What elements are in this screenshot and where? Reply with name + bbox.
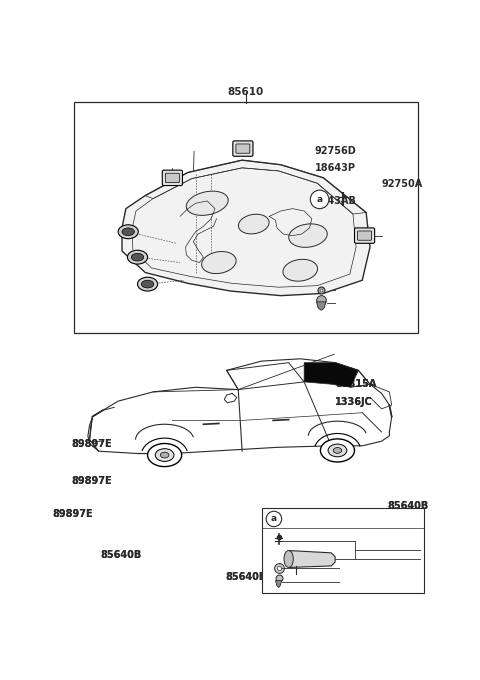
FancyBboxPatch shape [358,231,372,240]
Polygon shape [283,259,318,282]
Text: 92750A: 92750A [382,180,423,189]
Polygon shape [289,224,327,248]
Polygon shape [316,302,326,310]
Text: 1336JC: 1336JC [335,397,373,407]
Text: a: a [317,195,323,204]
FancyBboxPatch shape [236,144,250,153]
FancyBboxPatch shape [355,228,375,243]
Polygon shape [288,551,335,568]
Text: 89897E: 89897E [72,439,112,449]
Text: 89897E: 89897E [72,475,112,486]
Ellipse shape [127,250,147,264]
Text: 18643P: 18643P [315,163,356,173]
FancyBboxPatch shape [233,141,253,156]
Text: 85640B: 85640B [101,550,142,560]
Ellipse shape [147,443,181,466]
Circle shape [311,190,329,209]
Bar [74,103,418,333]
Text: 85640B: 85640B [226,572,266,581]
Ellipse shape [118,225,138,239]
Ellipse shape [321,439,355,462]
Text: 85640B: 85640B [226,572,266,581]
Text: 89897E: 89897E [72,439,112,449]
Text: 85640B: 85640B [387,500,429,511]
Bar [262,508,424,593]
Text: 85640B: 85640B [387,500,429,511]
Text: 85640B: 85640B [101,550,142,560]
Ellipse shape [122,228,134,235]
Ellipse shape [155,449,174,462]
Text: 82315A: 82315A [335,379,377,389]
Circle shape [266,511,282,527]
Ellipse shape [132,254,144,261]
Polygon shape [186,191,228,216]
Ellipse shape [328,444,347,457]
Text: 82345B: 82345B [335,515,376,526]
Ellipse shape [284,551,293,568]
Ellipse shape [160,452,169,458]
Text: 89897E: 89897E [72,475,112,486]
Text: 92756D: 92756D [315,146,357,156]
Text: 1243AB: 1243AB [315,196,357,206]
Ellipse shape [142,280,154,288]
Polygon shape [239,214,269,234]
Ellipse shape [137,277,157,291]
Text: 89897E: 89897E [53,509,94,519]
Text: 82345B: 82345B [335,515,376,526]
Text: a: a [271,515,277,524]
Text: 82315A: 82315A [335,379,377,389]
Polygon shape [276,581,282,588]
FancyBboxPatch shape [166,173,180,182]
Text: 85610: 85610 [228,87,264,97]
FancyBboxPatch shape [162,170,182,186]
Text: 1336JC: 1336JC [335,397,373,407]
Ellipse shape [333,447,342,454]
Text: 89897E: 89897E [53,509,94,519]
Polygon shape [122,160,370,296]
Polygon shape [202,252,236,273]
Polygon shape [304,362,359,388]
